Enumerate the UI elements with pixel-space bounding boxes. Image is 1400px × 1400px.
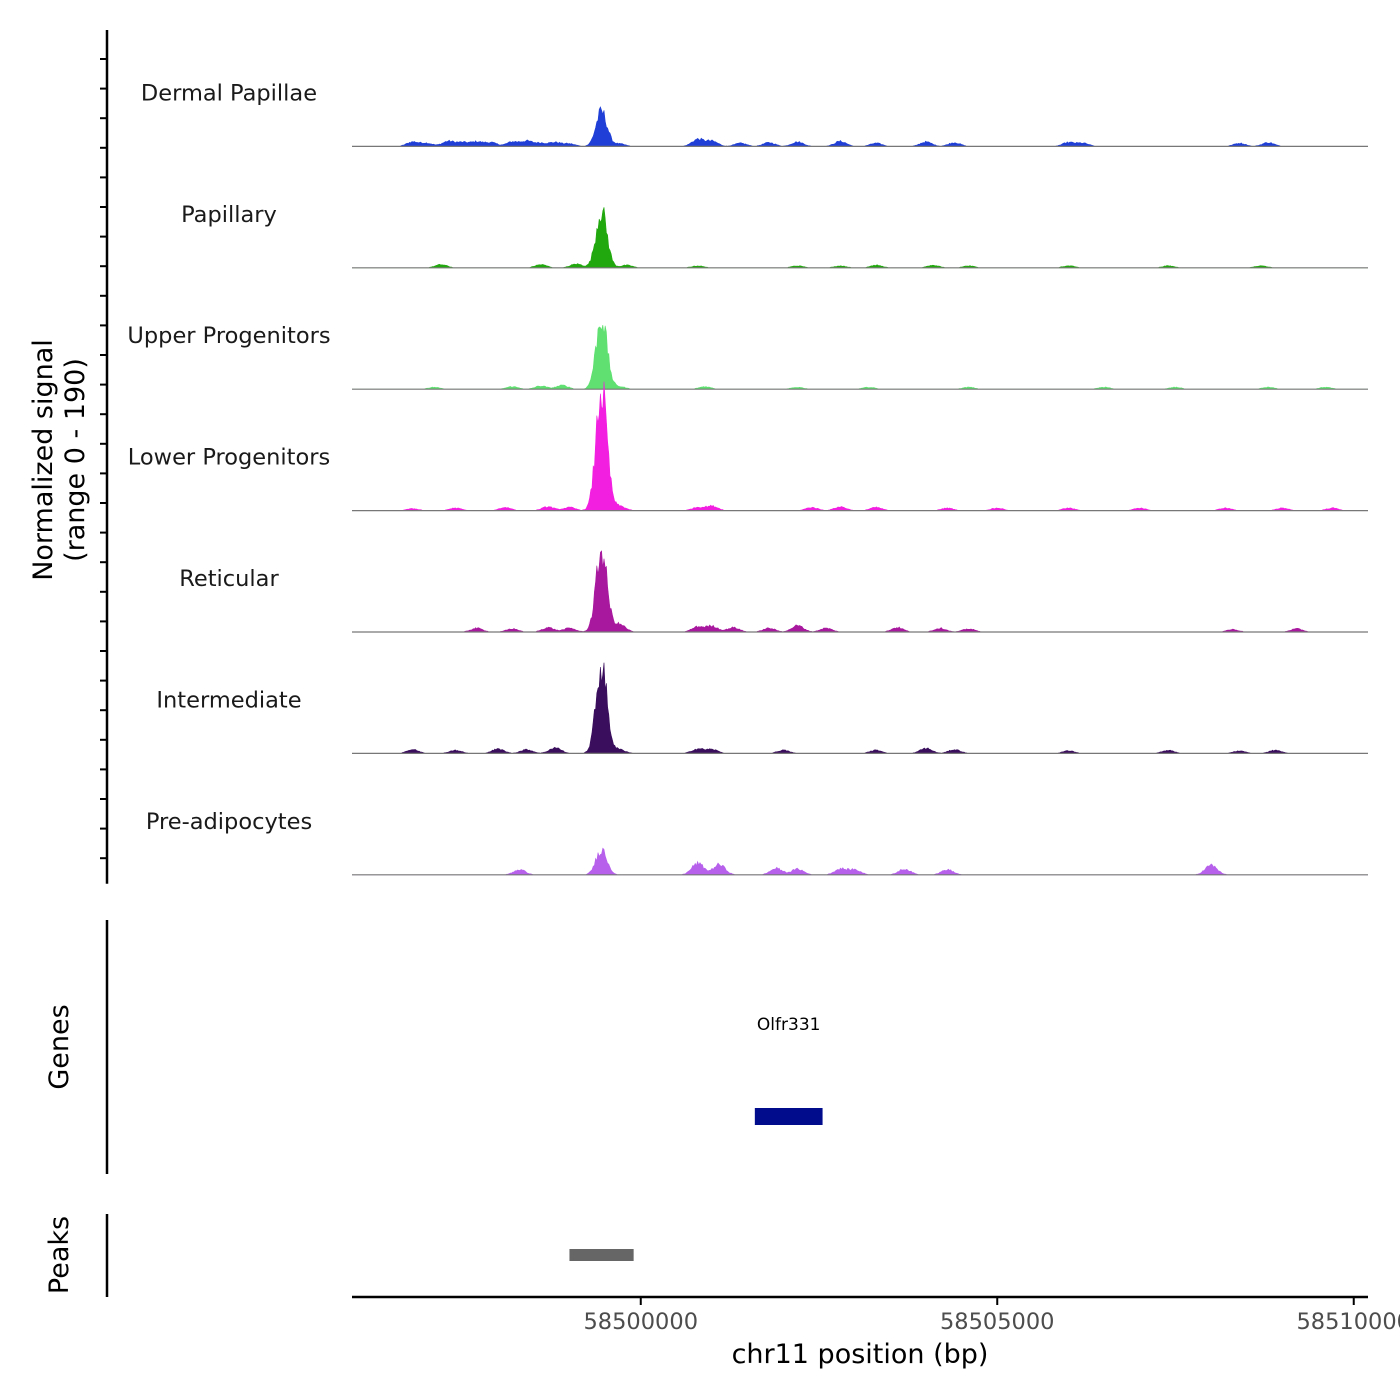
x-axis-label: chr11 position (bp) xyxy=(732,1339,989,1370)
track-label: Dermal Papillae xyxy=(141,80,317,106)
track-label: Upper Progenitors xyxy=(127,323,330,349)
peak-region xyxy=(569,1249,634,1261)
coverage-area xyxy=(352,662,1368,754)
genes-track-label: Genes xyxy=(44,1004,75,1089)
track-label: Pre-adipocytes xyxy=(146,809,312,835)
track-intermediate: Intermediate xyxy=(156,662,1368,755)
y-axis-label-line2: (range 0 - 190) xyxy=(60,358,91,562)
track-label: Reticular xyxy=(179,566,279,592)
genes-track: Genes Olfr331 xyxy=(44,920,823,1174)
peaks-track-label: Peaks xyxy=(44,1216,75,1294)
track-label: Lower Progenitors xyxy=(128,445,330,471)
x-tick-label: 58510000 xyxy=(1296,1309,1400,1335)
x-tick-label: 58500000 xyxy=(583,1309,698,1335)
track-lower-progenitors: Lower Progenitors xyxy=(128,381,1368,512)
signal-y-axis xyxy=(100,30,109,884)
y-axis-label-line1: Normalized signal xyxy=(28,339,59,581)
track-dermal-papillae: Dermal Papillae xyxy=(141,80,1368,147)
peaks-track: Peaks xyxy=(44,1214,634,1297)
coverage-area xyxy=(352,847,1368,876)
coverage-area xyxy=(352,207,1368,269)
x-axis: 58500000 58505000 58510000 xyxy=(352,1295,1400,1335)
coverage-tracks: Dermal Papillae Papillary Upper Progenitor… xyxy=(127,80,1368,876)
coverage-area xyxy=(352,106,1368,147)
track-upper-progenitors: Upper Progenitors xyxy=(127,323,1368,390)
track-reticular: Reticular xyxy=(179,550,1368,633)
track-pre-adipocytes: Pre-adipocytes xyxy=(146,809,1368,876)
coverage-area xyxy=(352,550,1368,633)
coverage-area xyxy=(352,381,1368,511)
coverage-area xyxy=(352,325,1368,390)
track-label: Papillary xyxy=(181,202,277,228)
track-label: Intermediate xyxy=(156,687,301,713)
gene-label: Olfr331 xyxy=(757,1015,821,1035)
track-papillary: Papillary xyxy=(181,202,1368,269)
x-tick-label: 58505000 xyxy=(940,1309,1055,1335)
gene-body xyxy=(754,1108,823,1125)
